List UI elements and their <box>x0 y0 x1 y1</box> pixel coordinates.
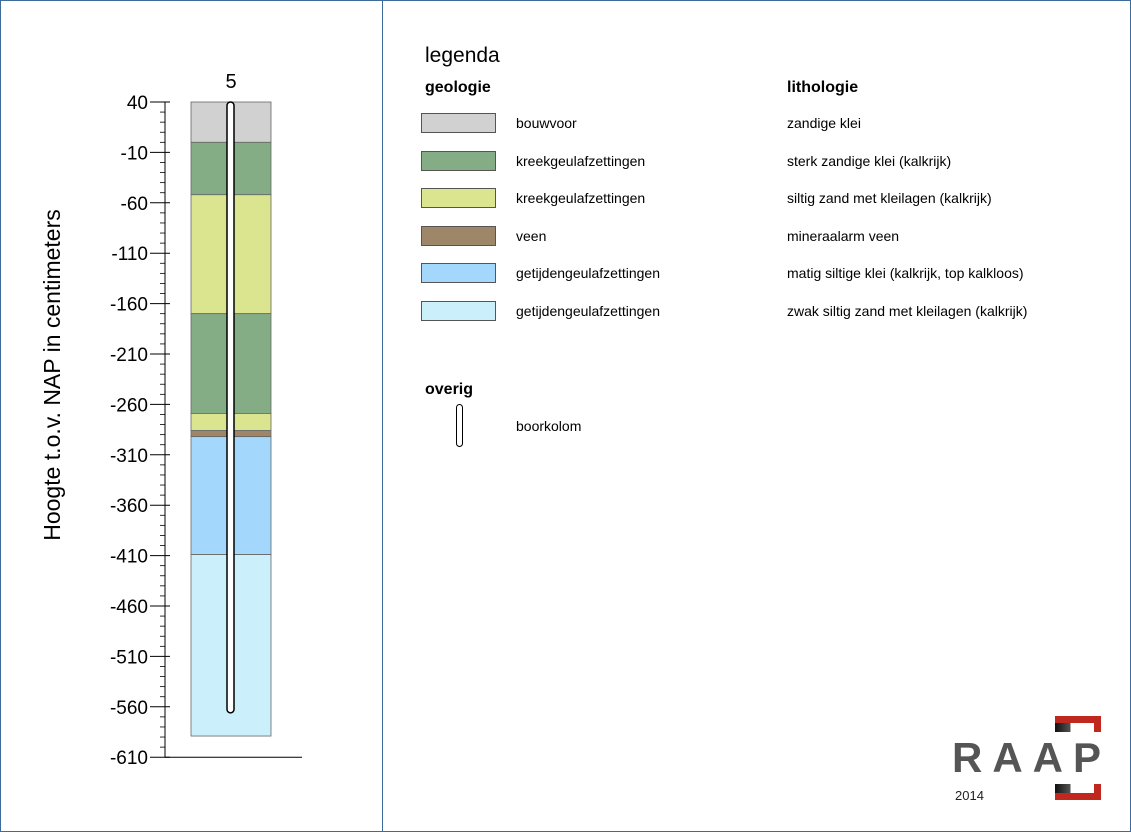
raap-logo: RAAP <box>952 734 1112 781</box>
axis-tick-label: -360 <box>110 496 148 517</box>
panel-divider <box>382 0 383 832</box>
legend-item: getijdengeulafzettingen matig siltige kle… <box>0 263 1131 285</box>
legend-lithology-label: mineraalarm veen <box>787 227 900 244</box>
legend-title: legenda <box>425 44 500 67</box>
borehole-bar <box>226 101 235 714</box>
legend-swatch <box>421 188 496 208</box>
column-label: 5 <box>225 71 236 93</box>
logo-bracket-top <box>1055 716 1101 732</box>
legend-swatch <box>421 150 496 171</box>
legend-swatch <box>421 113 496 133</box>
legend-item: bouwvoor zandige klei <box>0 113 1131 135</box>
legend-swatch <box>421 263 496 283</box>
legend-lithology-label: zandige klei <box>787 115 861 131</box>
legend-lithology-label: matig siltige klei (kalkrijk, top kalklo… <box>787 265 1024 281</box>
legend-item: veen mineraalarm veen <box>0 225 1131 248</box>
borehole-icon <box>456 404 463 447</box>
axis-tick-label: 40 <box>127 93 148 114</box>
borehole-column-chart: 5 40 -10 -60 -110 -160 -210 -260 -310 -360 -410 -46… <box>39 71 302 769</box>
axis-tick-label: -210 <box>110 345 148 366</box>
legend-geology-label: kreekgeulafzettingen <box>516 190 646 206</box>
legend-geology-label: kreekgeulafzettingen <box>516 152 646 169</box>
other-header: overig <box>425 381 474 398</box>
axis-tick-label: -610 <box>110 748 148 769</box>
axis-tick-label: -510 <box>110 647 148 668</box>
legend-lithology-label: zwak siltig zand met kleilagen (kalkrijk… <box>787 302 1028 319</box>
logo-bracket-bottom <box>1055 784 1101 800</box>
axis-tick-label: -310 <box>110 446 148 467</box>
legend-swatch <box>421 300 496 321</box>
axis-tick-label: -110 <box>111 244 148 265</box>
borehole-label: boorkolom <box>516 418 582 434</box>
axis-tick-label: -460 <box>110 597 148 618</box>
logo-year: 2014 <box>955 788 984 803</box>
axis-title: Hoogte t.o.v. NAP in centimeters <box>39 209 65 541</box>
legend-geology-label: veen <box>516 227 547 244</box>
legend-swatch <box>421 225 496 246</box>
legend-item: kreekgeulafzettingen sterk zandige klei (… <box>0 150 1131 173</box>
axis-tick-label: -10 <box>121 143 148 164</box>
axis-tick-label: -160 <box>110 295 148 316</box>
axis-tick-label: -260 <box>110 395 148 416</box>
axis-tick-label: -60 <box>121 194 148 215</box>
legend-item: getijdengeulafzettingen zwak siltig zand … <box>0 300 1131 323</box>
legend-lithology-label: sterk zandige klei (kalkrijk) <box>787 152 952 169</box>
axis-tick-label: -410 <box>110 547 148 568</box>
lithology-header: lithologie <box>787 79 859 96</box>
legend-geology-label: getijdengeulafzettingen <box>516 265 661 281</box>
geology-header: geologie <box>425 79 491 96</box>
axis-tick-label: -560 <box>110 698 148 719</box>
legend-geology-label: bouwvoor <box>516 115 577 131</box>
legend-lithology-label: siltig zand met kleilagen (kalkrijk) <box>787 190 992 206</box>
legend-item: kreekgeulafzettingen siltig zand met klei… <box>0 188 1131 210</box>
legend-geology-label: getijdengeulafzettingen <box>516 302 661 319</box>
